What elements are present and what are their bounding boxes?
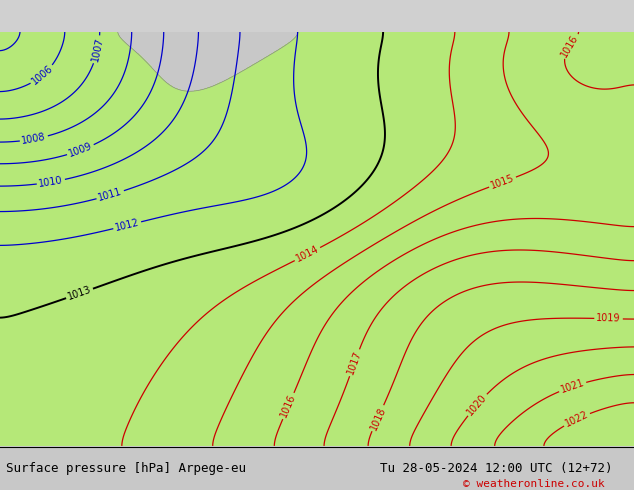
Text: 1016: 1016 [279,393,298,419]
Text: 1014: 1014 [294,244,321,264]
Text: 1011: 1011 [97,187,124,203]
Text: 1021: 1021 [559,378,586,395]
Text: 1019: 1019 [596,314,621,324]
Text: 1017: 1017 [346,349,363,376]
Text: 1010: 1010 [38,175,64,189]
Text: 1012: 1012 [114,218,140,233]
Text: 1013: 1013 [67,285,93,302]
Text: 1006: 1006 [30,64,55,87]
Text: Surface pressure [hPa] Arpege-eu: Surface pressure [hPa] Arpege-eu [6,462,247,475]
Text: 1016: 1016 [559,33,580,59]
Text: 1007: 1007 [90,36,105,63]
Text: 1022: 1022 [564,409,590,429]
Text: 1018: 1018 [368,405,387,431]
Text: 1015: 1015 [489,173,516,191]
Text: 1008: 1008 [21,132,47,146]
Text: Tu 28-05-2024 12:00 UTC (12+72): Tu 28-05-2024 12:00 UTC (12+72) [380,462,613,475]
Text: 1009: 1009 [67,141,94,159]
Text: 1020: 1020 [465,392,489,417]
Text: © weatheronline.co.uk: © weatheronline.co.uk [463,479,605,489]
